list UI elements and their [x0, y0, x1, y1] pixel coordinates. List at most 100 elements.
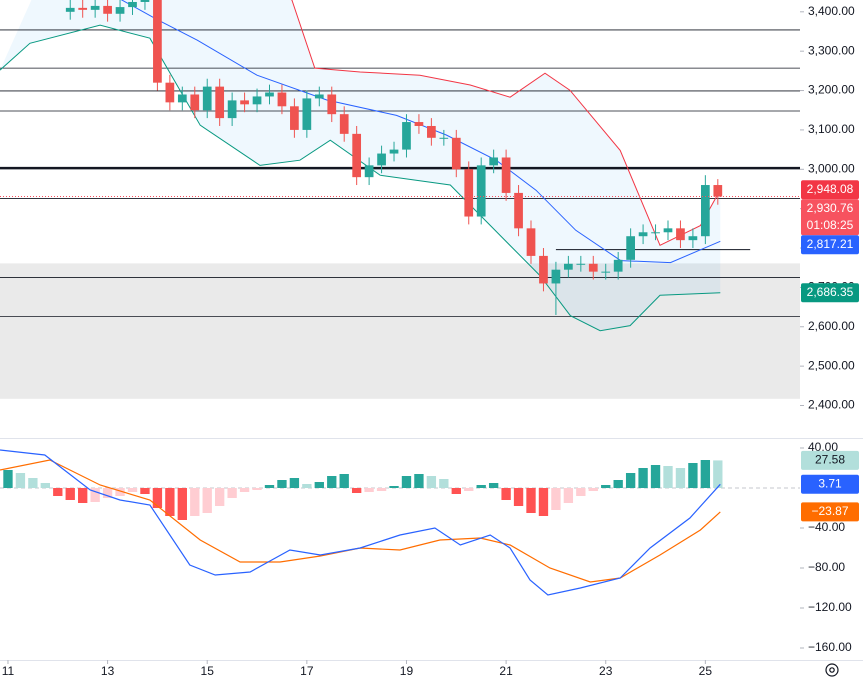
- histogram-bar: [426, 476, 437, 488]
- signal-line: [0, 459, 721, 583]
- histogram-bar: [327, 476, 337, 488]
- candle-body: [314, 94, 324, 99]
- candle-body: [489, 157, 499, 166]
- candle-body: [202, 86, 212, 111]
- candle-body: [601, 271, 611, 273]
- gear-ring[interactable]: [825, 663, 839, 677]
- histogram-bar: [78, 488, 88, 503]
- macd-line: [0, 449, 721, 596]
- histogram-bar: [239, 488, 250, 492]
- candle-body: [140, 0, 150, 2]
- candle-body: [190, 94, 200, 111]
- candle-body: [302, 98, 312, 130]
- y-tick-label: 2,400.00: [808, 398, 855, 412]
- candle-body: [277, 92, 287, 107]
- x-tick-label: 19: [400, 664, 414, 678]
- price-tag: [801, 199, 859, 236]
- price-tag: [801, 180, 859, 200]
- histogram-bar: [165, 488, 175, 516]
- y-tick-label: −80.00: [808, 560, 845, 574]
- candle-body: [651, 232, 660, 234]
- histogram-bar: [700, 460, 711, 488]
- y-tick-label: 3,400.00: [808, 4, 855, 18]
- band-lower: [0, 24, 721, 332]
- candle-body: [352, 133, 362, 178]
- y-tick-label: −160.00: [808, 640, 852, 654]
- gray-zone: [0, 263, 800, 399]
- candle-body: [103, 5, 112, 14]
- candle-body: [265, 92, 274, 97]
- x-tick-label: 15: [201, 664, 215, 678]
- histogram-bar: [414, 474, 424, 488]
- histogram-bar: [376, 488, 387, 491]
- histogram-bar: [40, 483, 50, 488]
- candle-body: [476, 165, 486, 217]
- histogram-bar: [65, 488, 75, 500]
- histogram-bar: [264, 485, 275, 488]
- band-fill: [0, 0, 721, 331]
- histogram-bar: [302, 484, 312, 488]
- histogram-bar: [526, 488, 536, 513]
- histogram-bar: [638, 468, 648, 488]
- candle-body: [676, 228, 685, 241]
- histogram-bar: [140, 488, 150, 494]
- candle-body: [514, 192, 523, 229]
- candle-body: [128, 1, 137, 8]
- histogram-bar: [588, 488, 598, 491]
- candle-body: [65, 7, 75, 12]
- histogram-bar: [252, 488, 262, 490]
- price-tag-label: 2,930.76: [807, 201, 854, 215]
- x-tick-label: 17: [300, 664, 314, 678]
- candle-body: [700, 185, 710, 237]
- histogram-bar: [576, 488, 586, 496]
- y-tick-label: 40.00: [808, 440, 838, 454]
- y-tick-label: 3,100.00: [808, 122, 855, 136]
- candle-body: [501, 157, 511, 193]
- histogram-bar: [488, 483, 499, 488]
- histogram-bar: [538, 488, 549, 516]
- countdown-label: 01:08:25: [807, 218, 854, 232]
- histogram-bar: [451, 488, 461, 494]
- histogram-bar: [513, 488, 524, 506]
- candle-body: [339, 114, 349, 134]
- histogram-bar: [28, 478, 38, 488]
- price-tag-label: 2,817.21: [807, 237, 854, 251]
- price-tag: [801, 235, 859, 255]
- candle-body: [576, 263, 586, 265]
- histogram-bar: [314, 482, 324, 488]
- gear-hub[interactable]: [829, 667, 835, 673]
- y-tick-label: 2,500.00: [808, 358, 855, 372]
- candle-body: [402, 122, 411, 150]
- y-tick-label: 3,200.00: [808, 83, 855, 97]
- histogram-bar: [127, 488, 138, 492]
- candle-body: [240, 100, 249, 105]
- candle-body: [663, 228, 673, 233]
- y-tick-label: −40.00: [808, 520, 845, 534]
- candle-body: [364, 165, 374, 178]
- y-tick-label: −120.00: [808, 600, 852, 614]
- indicator-tag-label: 3.71: [818, 476, 842, 490]
- indicator-tag: [801, 502, 859, 522]
- candle-body: [389, 149, 399, 154]
- candle-body: [688, 236, 698, 241]
- histogram-bar: [190, 488, 200, 516]
- candle-body: [638, 232, 648, 237]
- candle-body: [153, 0, 162, 83]
- x-tick-label: 21: [499, 664, 513, 678]
- candle-body: [290, 106, 299, 130]
- candle-body: [227, 100, 237, 119]
- candle-body: [327, 94, 337, 115]
- histogram-bar: [476, 485, 486, 488]
- histogram-bar: [90, 488, 100, 502]
- histogram-bar: [688, 463, 698, 488]
- candle-body: [526, 228, 536, 256]
- settings-icon[interactable]: [825, 663, 839, 677]
- histogram-bar: [227, 488, 237, 498]
- x-tick-label: 11: [2, 664, 15, 678]
- histogram-bar: [439, 479, 449, 488]
- histogram-bar: [650, 465, 661, 488]
- histogram-bar: [464, 488, 474, 491]
- histogram-bar: [389, 486, 399, 488]
- histogram-bar: [675, 468, 686, 488]
